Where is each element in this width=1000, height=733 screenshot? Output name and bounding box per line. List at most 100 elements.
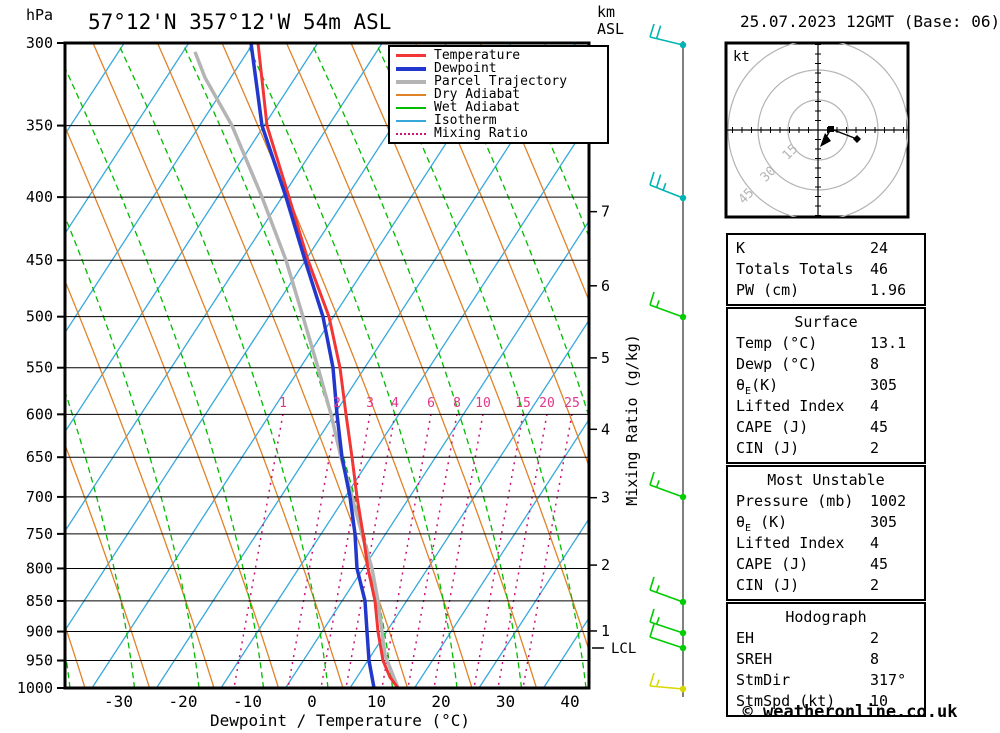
wet-adiabat-line	[181, 43, 394, 688]
row-label: Totals Totals	[736, 260, 854, 278]
table-row: Totals Totals 46	[728, 259, 924, 280]
legend-label: Wet Adiabat	[434, 100, 521, 115]
altitude-unit-km: km	[597, 3, 616, 21]
mixing-ratio-line	[407, 413, 458, 688]
stats-table: Most Unstable Pressure (mb) 1002 θE (K) 305 L…	[726, 465, 926, 601]
legend-item: Mixing Ratio	[396, 127, 607, 140]
legend-swatch	[396, 119, 426, 122]
stats-table: Surface Temp (°C) 13.1 Dewp (°C) 8 θE(K) 305 Li…	[726, 307, 926, 464]
wet-adiabat-line	[504, 43, 589, 239]
isotherm-line	[478, 517, 589, 688]
pressure-tick-label: 300	[26, 34, 53, 52]
mixing-ratio-line	[522, 413, 573, 688]
wind-barb-feather-full	[649, 471, 655, 486]
legend-item: Isotherm	[396, 114, 607, 127]
mixing-ratio-line	[497, 413, 548, 688]
dry-adiabat-line	[65, 442, 151, 688]
legend-swatch	[396, 54, 426, 57]
table-row: StmSpd (kt) 10	[728, 691, 924, 712]
legend-swatch	[396, 66, 426, 71]
temp-tick-label: -10	[233, 692, 262, 711]
pressure-tick-label: 450	[26, 251, 53, 269]
legend-swatch	[396, 93, 426, 96]
table-row: θE(K) 305	[728, 375, 924, 397]
table-header: Hodograph	[785, 608, 867, 626]
mixing-ratio-lines	[233, 413, 573, 688]
wind-barb-feather-half	[655, 300, 660, 308]
wind-barb	[649, 23, 687, 49]
wind-barb-feather-half	[655, 480, 660, 488]
row-value: 317°	[870, 671, 907, 689]
wind-barb-shaft	[649, 636, 684, 649]
pressure-tick-label: 550	[26, 359, 53, 377]
km-tick-label: 6	[601, 277, 610, 295]
dewpoint-curve	[249, 43, 376, 688]
isotherm-line	[65, 43, 125, 136]
table-row: Lifted Index 4	[728, 396, 924, 417]
isotherm-lines	[65, 43, 589, 688]
row-value: 2	[870, 439, 880, 457]
mixing-ratio-value-label: 15	[515, 396, 531, 411]
table-row: CIN (J) 2	[728, 575, 924, 596]
isotherm-line	[65, 43, 383, 533]
pressure-tick-label: 650	[26, 448, 53, 466]
row-value: 45	[870, 555, 889, 573]
stats-table: K 24 Totals Totals 46 PW (cm) 1.96	[726, 233, 926, 306]
wind-barb-feather-half	[655, 679, 660, 687]
temp-tick-label: 40	[560, 692, 579, 711]
stats-table: Hodograph EH 2 SREH 8 StmDir 317° StmSpd (kt) 10	[726, 602, 926, 717]
hodograph-arrow-marker	[820, 133, 831, 147]
row-label: CIN (J)	[736, 439, 800, 457]
legend-label: Parcel Trajectory	[434, 74, 568, 89]
row-value: 13.1	[870, 334, 907, 352]
wind-barb-feather-full	[655, 25, 662, 39]
pressure-tick-label: 750	[26, 525, 53, 543]
wind-barb-feather-full	[655, 174, 662, 188]
wind-barb-shaft	[649, 184, 684, 199]
legend-label: Isotherm	[434, 113, 497, 128]
wind-barb-column	[649, 23, 687, 697]
row-label: CAPE (J)	[736, 418, 809, 436]
row-label: PW (cm)	[736, 281, 800, 299]
km-tick-label: 1	[601, 622, 610, 640]
mixing-ratio-value-label: 1	[279, 396, 287, 411]
axis-labels: 3003504004505005506006507007508008509009…	[17, 34, 636, 730]
temp-tick-label: 10	[367, 692, 386, 711]
hodograph-trace	[830, 128, 858, 140]
legend-label: Mixing Ratio	[434, 126, 528, 141]
wind-barb-feather-full	[649, 291, 655, 306]
row-value: 305	[870, 376, 898, 394]
legend-swatch	[396, 79, 426, 84]
chart-title: 57°12'N 357°12'W 54m ASL	[88, 10, 392, 34]
row-value: 10	[870, 692, 889, 710]
pressure-tick-label: 400	[26, 188, 53, 206]
mixing-ratio-value-label: 10	[475, 396, 491, 411]
mixing-ratio-value-label: 4	[391, 396, 399, 411]
temperature-curve	[256, 43, 400, 688]
isotherm-line	[220, 120, 589, 688]
legend-label: Dry Adiabat	[434, 87, 521, 102]
row-label: θE(K)	[736, 376, 779, 397]
wind-barb-feather-full	[649, 608, 655, 623]
row-label: Lifted Index	[736, 397, 845, 415]
pressure-tick-label: 900	[26, 623, 53, 641]
wind-barb	[649, 471, 687, 501]
row-value: 305	[870, 513, 898, 531]
table-row: K 24	[728, 238, 924, 259]
sounding-curves	[193, 43, 400, 688]
mixing-ratio-value-label: 25	[564, 396, 580, 411]
legend-item: Parcel Trajectory	[396, 75, 607, 88]
mixing-ratio-line	[345, 413, 396, 688]
isotherm-line	[349, 319, 589, 688]
hodograph-unit-label: kt	[733, 49, 750, 65]
row-label: EH	[736, 629, 755, 647]
row-label: CAPE (J)	[736, 555, 809, 573]
row-value: 8	[870, 650, 880, 668]
wind-barb-shaft	[649, 685, 684, 690]
wet-adiabat-line	[65, 66, 265, 688]
hodograph-square-marker	[828, 126, 834, 132]
table-row: StmDir 317°	[728, 670, 924, 691]
km-tick-label: 2	[601, 556, 610, 574]
